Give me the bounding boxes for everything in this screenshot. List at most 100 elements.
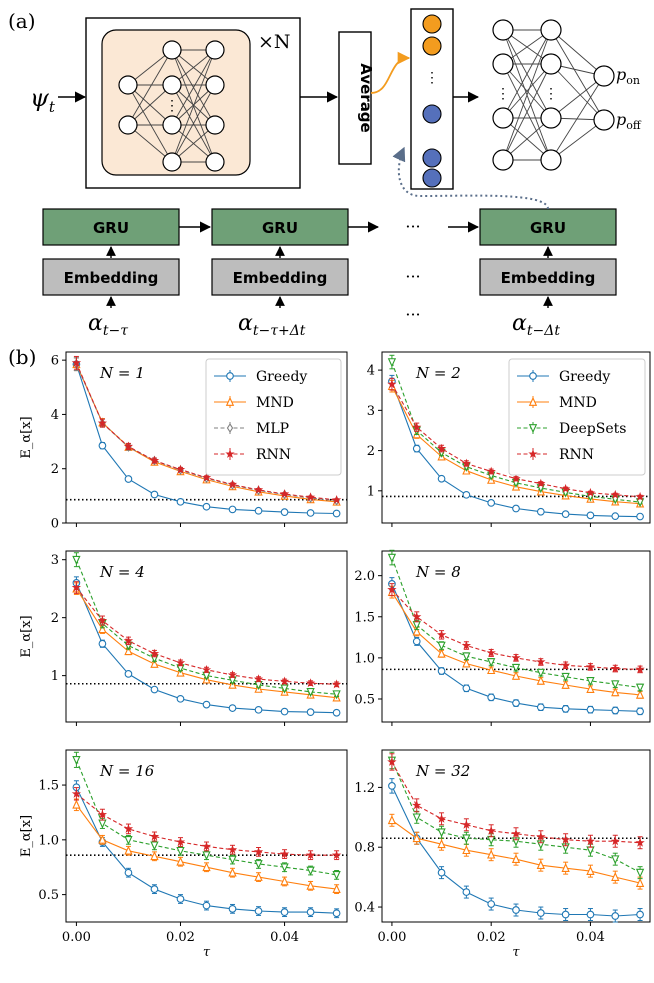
data-point	[536, 478, 546, 488]
data-point	[332, 871, 341, 881]
data-point	[611, 680, 620, 690]
data-point	[462, 652, 471, 662]
data-point	[202, 851, 211, 861]
data-point	[306, 688, 315, 698]
inner-net-node	[118, 115, 138, 135]
data-point	[202, 862, 211, 872]
data-point	[635, 837, 645, 847]
legend-label: Greedy	[559, 369, 610, 385]
out-net-dots: ⋮	[544, 86, 558, 102]
out-net-node	[492, 19, 514, 41]
input-psi-label: ψt	[30, 84, 56, 116]
data-point	[437, 641, 446, 651]
panel-title: N = 32	[415, 762, 470, 780]
data-point	[387, 379, 397, 389]
repeat-label: ×N	[258, 31, 291, 53]
out-net-edge	[550, 75, 605, 119]
data-point	[561, 862, 570, 873]
data-point	[149, 648, 160, 658]
series-rnn	[387, 753, 645, 850]
data-point	[635, 491, 645, 501]
data-point	[387, 757, 397, 766]
feature-vector: ⋮	[422, 14, 442, 188]
data-point	[227, 670, 238, 680]
data-point	[462, 490, 471, 499]
arrow-average-to-features	[370, 51, 411, 94]
y-tick-label: 2.0	[354, 569, 375, 584]
data-point	[529, 372, 537, 380]
chart-5: 0.5 1.0 1.5 0.00 0.02 0.04 E_α[x] τ N = 16	[19, 749, 348, 960]
data-point	[280, 707, 289, 716]
data-point	[536, 703, 545, 712]
data-point	[306, 509, 315, 517]
data-point	[436, 629, 447, 639]
series-rnn	[71, 355, 342, 504]
out-net-node	[540, 53, 562, 75]
data-point	[98, 441, 107, 450]
feature-blue-node	[422, 168, 442, 188]
data-point	[561, 679, 570, 689]
data-point	[560, 483, 571, 493]
p-on-label: pon	[616, 65, 640, 87]
series-greedy	[72, 780, 341, 919]
data-point	[560, 660, 571, 670]
inner-network-background	[101, 29, 251, 176]
data-point	[225, 396, 235, 406]
data-point	[611, 512, 620, 521]
data-point	[412, 626, 421, 636]
out-net-edge	[550, 29, 605, 77]
inner-net-edge	[171, 49, 216, 163]
data-point	[462, 844, 471, 855]
series-rnn	[71, 787, 342, 861]
out-net-node	[593, 109, 615, 131]
data-point	[511, 828, 521, 838]
data-point	[201, 841, 212, 851]
ellipsis-embedding: ···	[405, 267, 420, 286]
inner-net-node	[162, 75, 182, 95]
data-point	[123, 823, 134, 833]
y-tick-label: 0.5	[38, 888, 59, 903]
data-point	[585, 487, 596, 497]
average-label: Average	[357, 63, 375, 132]
data-point	[150, 851, 159, 861]
out-net-edge	[502, 29, 552, 119]
data-point	[201, 664, 212, 674]
data-point	[635, 689, 645, 699]
alpha-label-1: αt−τ	[88, 311, 128, 339]
data-point	[123, 635, 134, 645]
legend-label: RNN	[256, 447, 291, 463]
data-point	[512, 699, 520, 707]
out-net-edge	[550, 119, 605, 161]
y-tick-label: 3	[51, 553, 59, 568]
data-point	[150, 658, 159, 668]
data-point	[610, 836, 620, 846]
alpha-label-2: αt−τ+Δt	[238, 311, 306, 339]
data-point	[436, 443, 447, 453]
data-point	[150, 885, 159, 893]
data-point	[332, 509, 341, 518]
y-tick-label: 2	[51, 462, 59, 477]
data-point	[461, 640, 472, 650]
data-point	[254, 871, 263, 881]
inner-net-node	[162, 152, 182, 172]
legend-label: MND	[256, 395, 294, 411]
data-point	[387, 584, 397, 594]
series-line	[75, 559, 337, 695]
data-point	[150, 841, 159, 851]
data-point	[124, 670, 133, 678]
data-point	[536, 909, 545, 917]
y-tick-label: 0.5	[354, 692, 375, 707]
out-net-node	[540, 19, 562, 41]
data-point	[528, 449, 538, 458]
y-axis-label: E_α[x]	[19, 815, 34, 857]
series-line	[391, 361, 641, 503]
legend-label: MND	[559, 395, 597, 411]
chart-6: 0.4 0.8 1.2 0.00 0.02 0.04 τ N = 32	[354, 749, 651, 960]
data-point	[511, 663, 521, 673]
panel-title: N = 16	[99, 762, 155, 780]
data-point	[388, 782, 396, 790]
data-point	[202, 700, 211, 709]
inner-net-node	[162, 40, 182, 60]
data-point	[332, 708, 341, 717]
data-point	[72, 799, 81, 809]
